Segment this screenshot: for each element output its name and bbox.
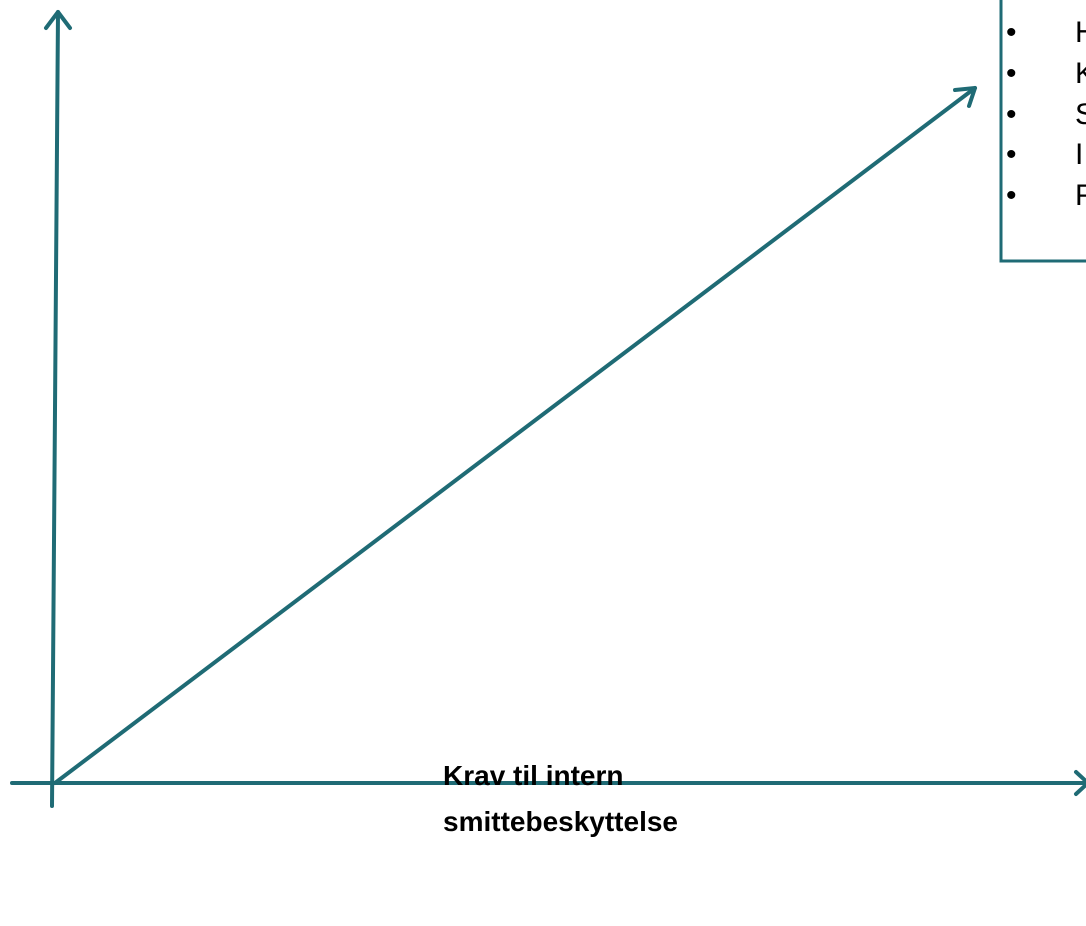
bullet: • xyxy=(1006,138,1017,171)
list-item: H xyxy=(1075,16,1086,49)
bullet: • xyxy=(1006,98,1017,131)
bullet: • xyxy=(1006,16,1017,49)
list-items: • H • K • S • I • F xyxy=(1006,16,1086,212)
x-axis-arrow xyxy=(1074,770,1086,796)
list-box xyxy=(999,0,1086,263)
axes xyxy=(10,10,1086,808)
diagonal-arrow xyxy=(953,86,977,108)
list-item: K xyxy=(1075,57,1086,90)
bullet: • xyxy=(1006,179,1017,212)
axis-label: Krav til intern xyxy=(443,760,623,791)
list-item: S xyxy=(1075,98,1086,131)
diagonal-line xyxy=(53,86,977,785)
bullet: • xyxy=(1006,57,1017,90)
list-item: F xyxy=(1075,179,1086,212)
y-axis xyxy=(50,10,60,808)
y-axis-arrow xyxy=(44,10,72,30)
axis-label: smittebeskyttelse xyxy=(443,806,678,837)
list-item: I xyxy=(1075,138,1083,171)
